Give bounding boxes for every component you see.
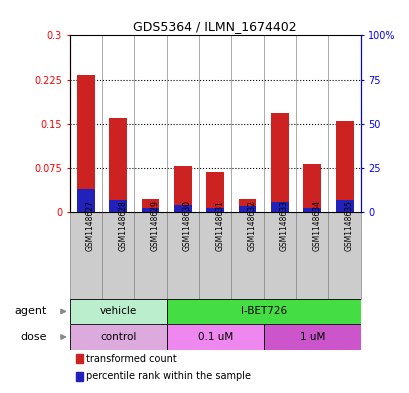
- Bar: [70, 299, 166, 324]
- Bar: [75, 354, 83, 363]
- Bar: [134, 212, 166, 299]
- Text: GSM1148630: GSM1148630: [182, 200, 191, 251]
- Bar: [335, 200, 353, 212]
- Text: I-BET726: I-BET726: [240, 307, 286, 316]
- Bar: [166, 212, 199, 299]
- Bar: [206, 208, 224, 212]
- Text: 1 uM: 1 uM: [299, 332, 324, 342]
- Bar: [263, 212, 295, 299]
- Bar: [231, 212, 263, 299]
- Text: percentile rank within the sample: percentile rank within the sample: [85, 371, 250, 381]
- Bar: [270, 202, 288, 212]
- Bar: [77, 75, 94, 212]
- Bar: [303, 208, 320, 212]
- Bar: [166, 299, 360, 324]
- Text: transformed count: transformed count: [85, 354, 176, 364]
- Bar: [102, 212, 134, 299]
- Text: GSM1148631: GSM1148631: [215, 200, 224, 251]
- Text: GSM1148634: GSM1148634: [312, 200, 321, 251]
- Bar: [199, 212, 231, 299]
- Bar: [270, 113, 288, 212]
- Text: dose: dose: [20, 332, 47, 342]
- Bar: [70, 212, 102, 299]
- Bar: [166, 324, 263, 350]
- Bar: [335, 121, 353, 212]
- Bar: [109, 118, 127, 212]
- Bar: [142, 199, 159, 212]
- Text: agent: agent: [15, 307, 47, 316]
- Bar: [142, 208, 159, 212]
- Text: GSM1148632: GSM1148632: [247, 200, 256, 251]
- Bar: [173, 205, 191, 212]
- Bar: [77, 189, 94, 212]
- Text: control: control: [100, 332, 136, 342]
- Title: GDS5364 / ILMN_1674402: GDS5364 / ILMN_1674402: [133, 20, 297, 33]
- Text: 0.1 uM: 0.1 uM: [197, 332, 232, 342]
- Bar: [206, 172, 224, 212]
- Text: GSM1148633: GSM1148633: [279, 200, 288, 251]
- Bar: [263, 324, 360, 350]
- Text: GSM1148629: GSM1148629: [150, 200, 159, 251]
- Bar: [173, 166, 191, 212]
- Bar: [303, 164, 320, 212]
- Text: GSM1148635: GSM1148635: [344, 200, 353, 251]
- Bar: [109, 200, 127, 212]
- Bar: [238, 206, 256, 212]
- Bar: [238, 199, 256, 212]
- Bar: [75, 372, 83, 380]
- Bar: [295, 212, 328, 299]
- Text: GSM1148628: GSM1148628: [118, 200, 127, 251]
- Bar: [70, 324, 166, 350]
- Bar: [328, 212, 360, 299]
- Text: GSM1148627: GSM1148627: [85, 200, 94, 251]
- Text: vehicle: vehicle: [99, 307, 137, 316]
